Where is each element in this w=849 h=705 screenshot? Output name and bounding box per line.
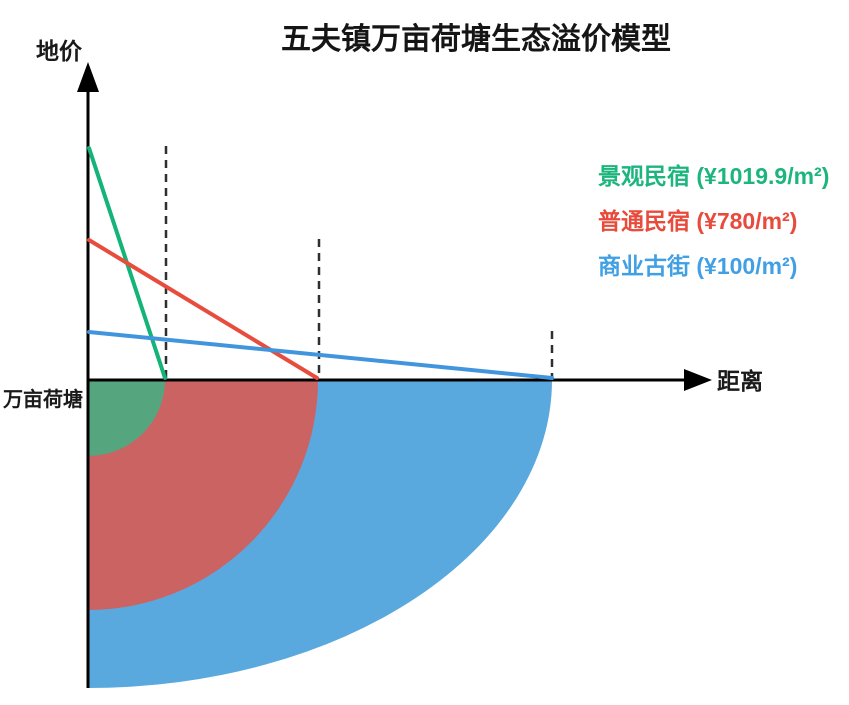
zone-ordinary-bnb (88, 380, 318, 610)
x-axis-label: 距离 (717, 368, 763, 394)
legend-scenic-bnb: 景观民宿 (¥1019.9/m²) (598, 163, 829, 189)
line-ordinary-bnb (87, 238, 319, 380)
line-commercial-street (87, 330, 554, 380)
legend-commercial-street: 商业古街 (¥100/m²) (598, 253, 797, 279)
chart-title: 五夫镇万亩荷塘生态溢价模型 (281, 22, 671, 56)
y-axis-label: 地价 (36, 38, 83, 64)
zone-scenic-bnb (88, 380, 165, 456)
y-axis-arrowhead-icon (77, 62, 99, 92)
origin-label: 万亩荷塘 (2, 387, 83, 411)
x-axis-arrowhead-icon (684, 369, 712, 391)
legend-ordinary-bnb: 普通民宿 (¥780/m²) (598, 208, 797, 234)
